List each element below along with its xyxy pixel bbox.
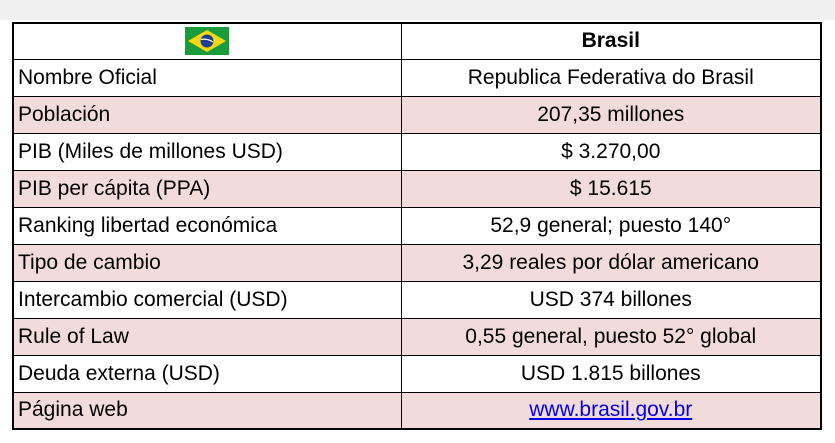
country-table: Brasil Nombre Oficial Republica Federativ… [12,22,822,430]
table-row: Ranking libertad económica 52,9 general; … [12,206,822,245]
row-label: PIB (Miles de millones USD) [12,132,402,171]
row-value: 52,9 general; puesto 140° [400,206,822,245]
row-label: Deuda externa (USD) [12,354,402,393]
row-label: Rule of Law [12,317,402,356]
table-row: Tipo de cambio 3,29 reales por dólar amer… [12,243,822,282]
row-label: Nombre Oficial [12,58,402,97]
brazil-flag [185,27,230,56]
row-value: Republica Federativa do Brasil [400,58,822,97]
row-label: Página web [12,391,402,430]
table-row: PIB per cápita (PPA) $ 15.615 [12,169,822,208]
table-row: PIB (Miles de millones USD) $ 3.270,00 [12,132,822,171]
header-title: Brasil [400,22,822,60]
row-label: PIB per cápita (PPA) [12,169,402,208]
row-value: 207,35 millones [400,95,822,134]
row-label: Intercambio comercial (USD) [12,280,402,319]
row-label: Ranking libertad económica [12,206,402,245]
website-link[interactable]: www.brasil.gov.br [529,398,693,422]
header-row: Brasil [12,22,822,60]
row-label: Tipo de cambio [12,243,402,282]
table-row: Rule of Law 0,55 general, puesto 52° glob… [12,317,822,356]
table-row: Página web www.brasil.gov.br [12,391,822,430]
row-value: 0,55 general, puesto 52° global [400,317,822,356]
row-value: USD 1.815 billones [400,354,822,393]
table-body: Brasil Nombre Oficial Republica Federativ… [12,22,822,430]
row-value: USD 374 billones [400,280,822,319]
row-value: $ 15.615 [400,169,822,208]
top-band [0,0,835,20]
row-label: Población [12,95,402,134]
row-value-cell: www.brasil.gov.br [400,391,822,430]
table-row: Intercambio comercial (USD) USD 374 billo… [12,280,822,319]
flag-cell [12,22,402,60]
row-value: 3,29 reales por dólar americano [400,243,822,282]
table-row: Población 207,35 millones [12,95,822,134]
row-value: $ 3.270,00 [400,132,822,171]
table-row: Nombre Oficial Republica Federativa do Br… [12,58,822,97]
table-row: Deuda externa (USD) USD 1.815 billones [12,354,822,393]
